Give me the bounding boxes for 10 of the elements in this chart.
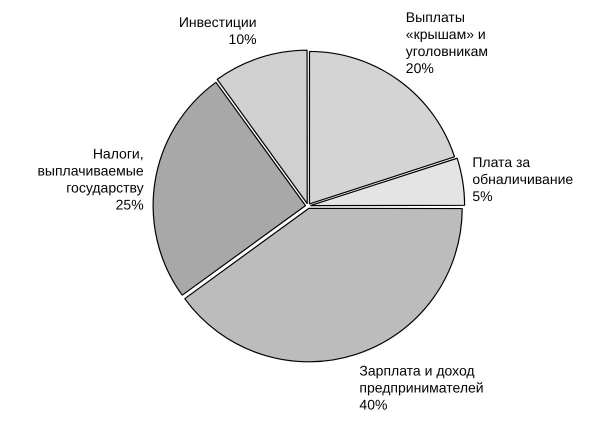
slice-label: Налоги, выплачиваемые государству	[37, 145, 144, 196]
data-label: 10%	[228, 30, 257, 47]
slice-label: Плата за обналичивание	[472, 154, 574, 187]
slice-label: Инвестиции	[178, 14, 257, 30]
data-label: 25%	[116, 196, 144, 212]
slice-label: Выплаты «крышам» и уголовникам	[406, 9, 488, 60]
data-label: 40%	[359, 396, 388, 412]
data-label: 20%	[406, 60, 434, 76]
data-label: 5%	[472, 188, 493, 204]
slice-label: Зарплата и доход предпринимателей	[359, 362, 484, 396]
